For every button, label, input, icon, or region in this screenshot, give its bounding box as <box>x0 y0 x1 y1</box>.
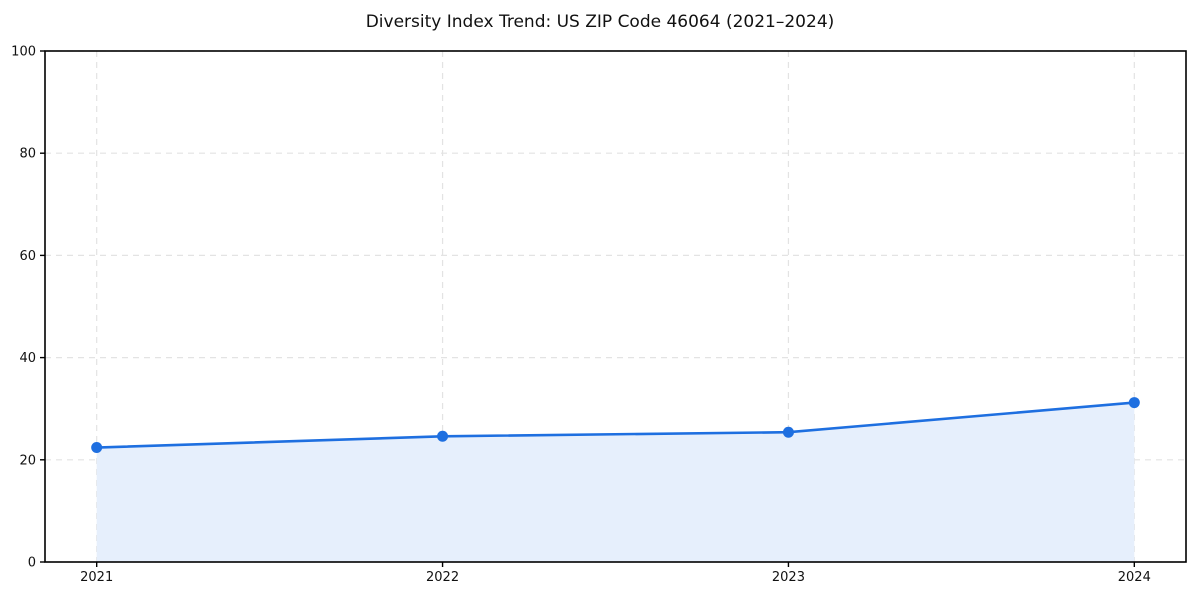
data-point-2022 <box>437 430 449 442</box>
x-tick-label-2024: 2024 <box>1118 570 1151 585</box>
y-tick-label-100: 100 <box>11 45 36 60</box>
x-tick-label-2023: 2023 <box>772 570 805 585</box>
data-point-2024 <box>1128 397 1140 409</box>
data-point-2021 <box>91 442 103 454</box>
trend-line <box>95 401 1136 449</box>
x-tick-label-2021: 2021 <box>80 570 113 585</box>
y-tick-label-60: 60 <box>19 249 36 264</box>
y-tick-label-20: 20 <box>19 453 36 468</box>
y-tick-label-80: 80 <box>19 147 36 162</box>
y-tick-label-0: 0 <box>28 556 36 571</box>
data-point-2023 <box>782 426 794 438</box>
area-fill <box>96 402 1135 562</box>
y-tick-label-40: 40 <box>19 351 36 366</box>
plot-border <box>44 50 1187 563</box>
x-tick-label-2022: 2022 <box>426 570 459 585</box>
chart-title: Diversity Index Trend: US ZIP Code 46064… <box>365 12 835 32</box>
